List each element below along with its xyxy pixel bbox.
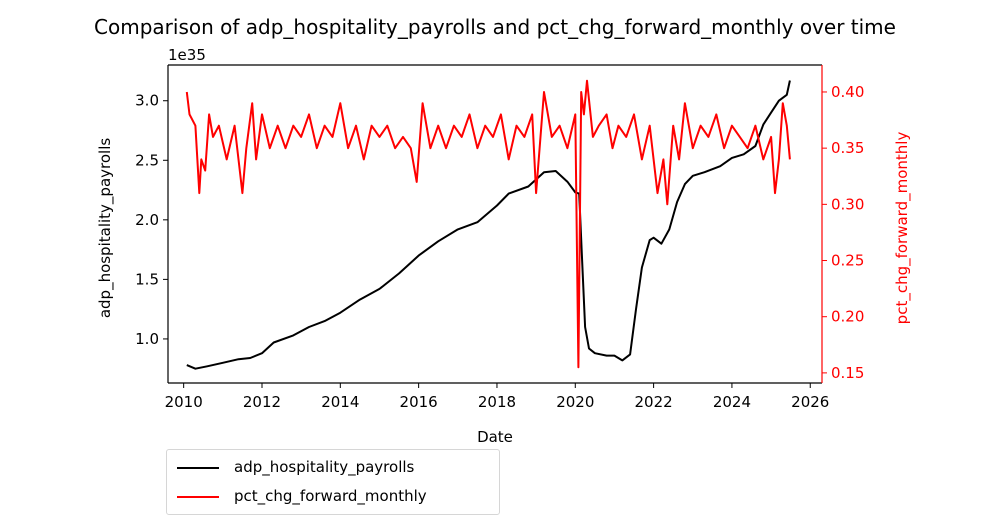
legend-label-pct-chg: pct_chg_forward_monthly [234, 487, 427, 505]
left-axis-label: adp_hospitality_payrolls [96, 138, 115, 319]
right-y-tick-label: 0.40 [831, 83, 864, 101]
x-tick-label: 2018 [478, 393, 516, 411]
x-tick-label: 2020 [556, 393, 594, 411]
x-axis-label: Date [477, 428, 513, 446]
x-tick-label: 2026 [791, 393, 829, 411]
x-tick-label: 2010 [165, 393, 203, 411]
x-tick-label: 2024 [713, 393, 751, 411]
left-y-tick-label: 1.0 [135, 330, 159, 348]
left-y-tick-label: 1.5 [135, 270, 159, 288]
x-tick-label: 2016 [400, 393, 438, 411]
legend-entry-pct-chg: pct_chg_forward_monthly [167, 485, 499, 509]
legend-swatch-pct-chg [177, 496, 219, 498]
legend-swatch-payrolls [177, 467, 219, 469]
right-y-tick-label: 0.30 [831, 195, 864, 213]
x-tick-label: 2014 [321, 393, 359, 411]
legend-entry-payrolls: adp_hospitality_payrolls [167, 456, 499, 480]
left-y-axis: 1.0 1.5 2.0 2.5 3.0 [135, 92, 168, 348]
series-line-1 [185, 79, 791, 369]
left-y-tick-label: 2.0 [135, 211, 159, 229]
series-layer [185, 79, 791, 370]
left-y-tick-label: 3.0 [135, 92, 159, 110]
x-axis: 2010 2012 2014 2016 2018 2020 2022 2024 2026 [165, 383, 829, 411]
right-y-tick-label: 0.35 [831, 139, 864, 157]
right-y-axis: 0.15 0.20 0.25 0.30 0.35 0.40 [822, 83, 864, 382]
chart-title: Comparison of adp_hospitality_payrolls a… [94, 15, 896, 39]
legend: adp_hospitality_payrolls pct_chg_forward… [166, 449, 500, 515]
left-y-tick-label: 2.5 [135, 151, 159, 169]
x-tick-label: 2012 [243, 393, 281, 411]
legend-label-payrolls: adp_hospitality_payrolls [234, 458, 415, 476]
right-y-tick-label: 0.25 [831, 252, 864, 270]
left-axis-offset-text: 1e35 [168, 46, 206, 64]
right-axis-label: pct_chg_forward_monthly [893, 132, 912, 325]
right-y-tick-label: 0.20 [831, 308, 864, 326]
right-y-tick-label: 0.15 [831, 364, 864, 382]
series-line-0 [186, 80, 791, 370]
plot-area [167, 64, 823, 384]
x-tick-label: 2022 [635, 393, 673, 411]
